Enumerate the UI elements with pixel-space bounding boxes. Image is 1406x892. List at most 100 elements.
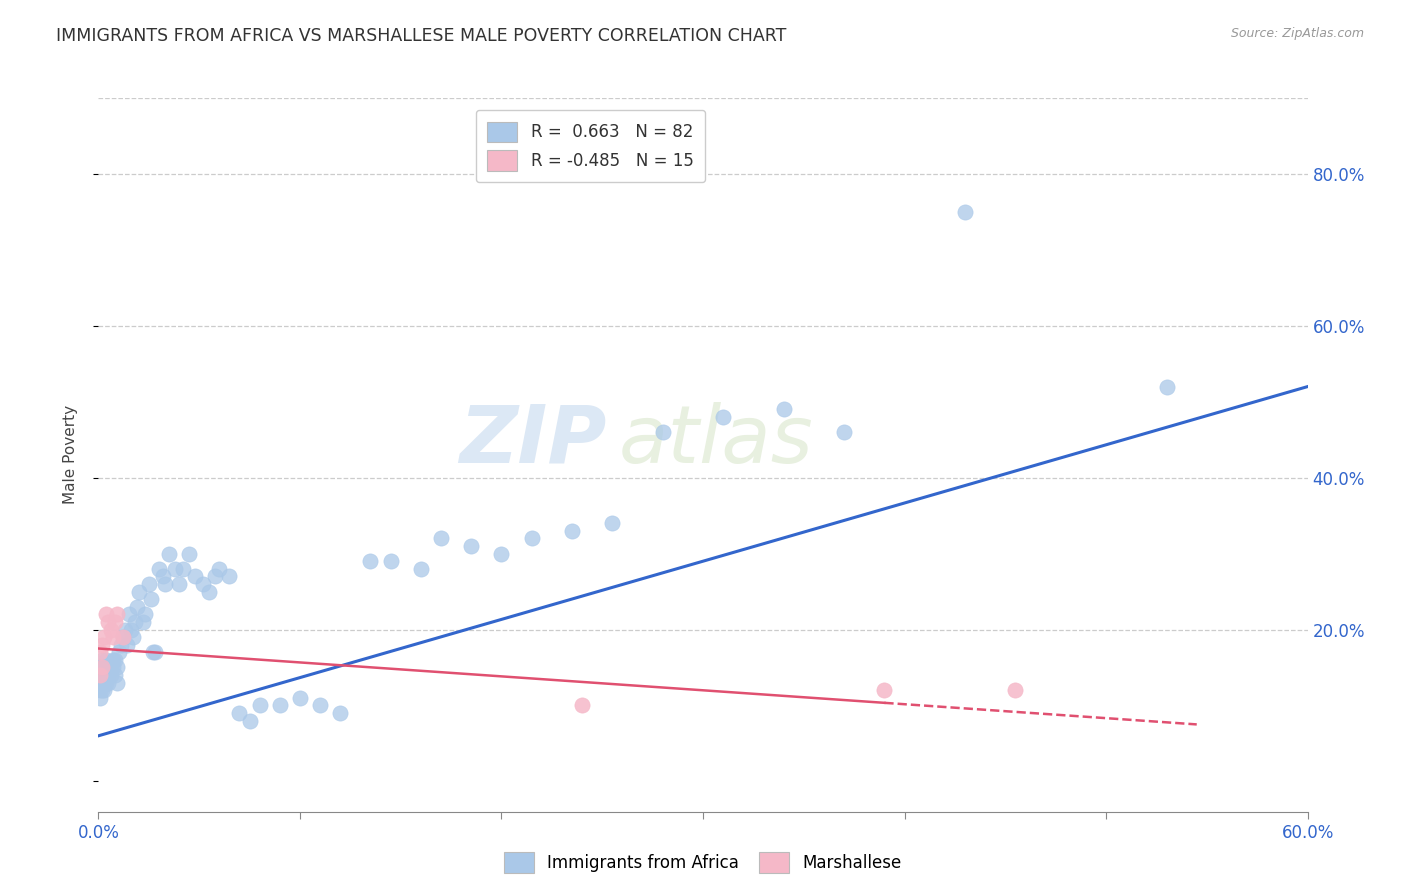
Point	[152, 569, 174, 583]
Point	[430, 532, 453, 546]
Point	[157, 547, 180, 561]
Point	[91, 668, 114, 682]
Point	[153, 577, 176, 591]
Point	[772, 402, 794, 417]
Point	[132, 615, 155, 629]
Point	[101, 653, 124, 667]
Point	[96, 660, 118, 674]
Point	[105, 660, 128, 674]
Point	[100, 660, 122, 674]
Point	[91, 638, 114, 652]
Point	[571, 698, 593, 713]
Point	[91, 675, 114, 690]
Point	[89, 645, 111, 659]
Point	[89, 660, 111, 674]
Point	[89, 668, 111, 682]
Point	[1156, 379, 1178, 393]
Legend: R =  0.663   N = 82, R = -0.485   N = 15: R = 0.663 N = 82, R = -0.485 N = 15	[475, 110, 704, 182]
Point	[93, 668, 115, 682]
Point	[138, 577, 160, 591]
Point	[380, 554, 402, 568]
Text: Source: ZipAtlas.com: Source: ZipAtlas.com	[1230, 27, 1364, 40]
Point	[97, 675, 120, 690]
Point	[89, 683, 111, 698]
Point	[193, 577, 215, 591]
Point	[167, 577, 190, 591]
Point	[460, 539, 482, 553]
Point	[97, 660, 120, 674]
Point	[208, 562, 231, 576]
Point	[143, 645, 166, 659]
Point	[118, 607, 141, 622]
Point	[89, 675, 111, 690]
Point	[103, 653, 125, 667]
Point	[124, 615, 146, 629]
Point	[329, 706, 352, 720]
Point	[89, 668, 111, 682]
Point	[179, 547, 201, 561]
Point	[309, 698, 332, 713]
Point	[953, 205, 976, 219]
Point	[110, 638, 132, 652]
Point	[163, 562, 186, 576]
Point	[204, 569, 226, 583]
Point	[134, 607, 156, 622]
Point	[228, 706, 250, 720]
Point	[198, 584, 221, 599]
Point	[651, 425, 673, 439]
Point	[97, 615, 120, 629]
Point	[120, 623, 142, 637]
Legend: Immigrants from Africa, Marshallese: Immigrants from Africa, Marshallese	[498, 846, 908, 880]
Point	[561, 524, 583, 538]
Point	[288, 690, 311, 705]
Point	[107, 645, 129, 659]
Point	[91, 660, 114, 674]
Text: IMMIGRANTS FROM AFRICA VS MARSHALLESE MALE POVERTY CORRELATION CHART: IMMIGRANTS FROM AFRICA VS MARSHALLESE MA…	[56, 27, 786, 45]
Point	[93, 683, 115, 698]
Point	[114, 623, 136, 637]
Point	[520, 532, 543, 546]
Point	[103, 615, 125, 629]
Point	[96, 675, 118, 690]
Point	[360, 554, 382, 568]
Point	[269, 698, 291, 713]
Point	[93, 630, 115, 644]
Point	[409, 562, 432, 576]
Point	[96, 653, 118, 667]
Point	[218, 569, 240, 583]
Point	[100, 668, 122, 682]
Point	[96, 668, 118, 682]
Point	[711, 409, 734, 424]
Point	[139, 592, 162, 607]
Text: ZIP: ZIP	[458, 401, 606, 480]
Point	[148, 562, 170, 576]
Point	[105, 607, 128, 622]
Point	[91, 683, 114, 698]
Point	[101, 630, 124, 644]
Point	[91, 653, 114, 667]
Point	[111, 630, 134, 644]
Point	[91, 660, 114, 674]
Point	[101, 660, 124, 674]
Point	[142, 645, 165, 659]
Point	[103, 668, 125, 682]
Point	[249, 698, 271, 713]
Point	[93, 660, 115, 674]
Point	[97, 668, 120, 682]
Y-axis label: Male Poverty: Male Poverty	[63, 405, 77, 505]
Point	[111, 630, 134, 644]
Point	[873, 683, 896, 698]
Point	[125, 599, 148, 614]
Point	[100, 623, 122, 637]
Text: atlas: atlas	[619, 401, 813, 480]
Point	[832, 425, 855, 439]
Point	[128, 584, 150, 599]
Point	[184, 569, 207, 583]
Point	[491, 547, 513, 561]
Point	[105, 675, 128, 690]
Point	[172, 562, 194, 576]
Point	[89, 690, 111, 705]
Point	[121, 630, 143, 644]
Point	[602, 516, 624, 531]
Point	[239, 714, 262, 728]
